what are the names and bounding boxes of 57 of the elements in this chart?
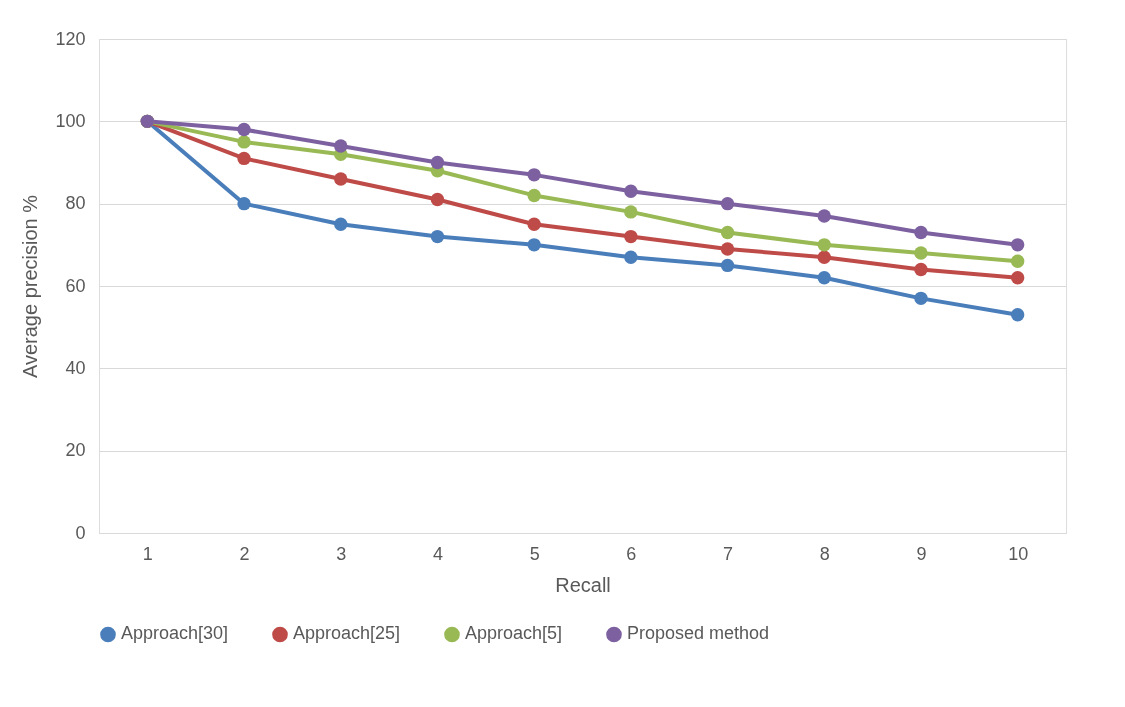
point [624,205,638,219]
point [1010,238,1025,252]
point [624,250,638,264]
point [720,225,735,240]
point [527,217,541,231]
y-tick-label: 80 [65,193,86,214]
point [720,196,735,211]
legend-label: Approach[30] [121,623,229,644]
point [334,139,348,153]
point [914,291,928,306]
point [720,242,735,256]
point [624,184,638,199]
point [237,151,251,166]
y-tick-label: 0 [75,522,86,543]
point [237,196,251,211]
y-tick-label: 60 [65,275,86,296]
x-tick-label: 3 [336,543,347,564]
point [817,238,831,252]
point [1010,308,1025,322]
point [237,135,251,149]
point [1010,254,1025,268]
point [527,188,541,203]
x-tick-label: 5 [529,543,540,564]
point [624,229,638,244]
x-tick-label: 8 [819,543,830,564]
y-tick-label: 100 [55,110,86,131]
point [527,168,541,182]
point [334,172,348,186]
point [914,262,928,277]
x-tick-label: 6 [626,543,637,564]
point [334,217,348,231]
x-tick-label: 4 [432,543,443,564]
y-tick-label: 120 [55,28,86,49]
x-tick-label: 10 [1008,543,1029,564]
x-tick-label: 2 [239,543,250,564]
legend-label: Approach[25] [293,623,401,644]
point [430,155,445,170]
point [237,122,251,137]
x-axis-title: Recall [555,573,611,596]
point [720,258,735,273]
x-tick-label: 7 [723,543,734,564]
y-tick-label: 20 [65,440,86,461]
point [914,246,928,260]
point [1010,271,1025,285]
point [817,250,831,264]
point [817,271,831,285]
legend-label: Approach[5] [465,623,563,644]
x-tick-label: 9 [916,543,927,564]
x-tick-label: 1 [142,543,153,564]
point [430,192,445,207]
y-axis-title: Average precision % [19,194,42,379]
point [817,209,831,223]
point [527,238,541,252]
point [430,229,445,244]
point [914,225,928,240]
legend-label: Proposed method [627,623,770,644]
y-tick-label: 40 [65,357,86,378]
